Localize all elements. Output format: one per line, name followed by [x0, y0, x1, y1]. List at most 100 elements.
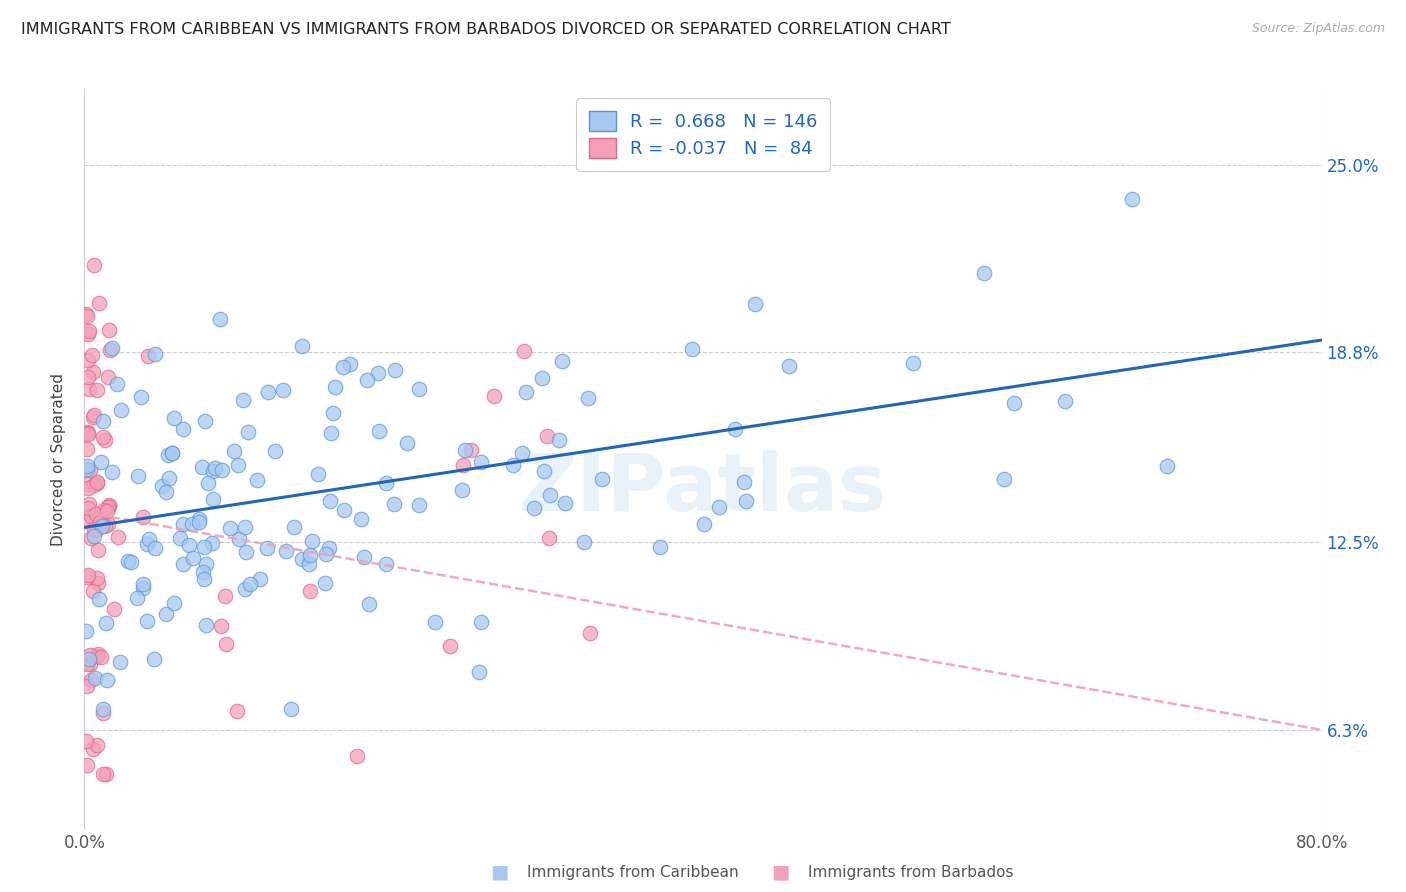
Point — [408, 498, 430, 512]
Point — [101, 341, 124, 355]
Point — [75, 514, 97, 528]
Point — [194, 558, 217, 572]
Point — [301, 534, 323, 549]
Point — [135, 614, 157, 628]
Point — [228, 458, 250, 473]
Point — [93, 519, 115, 533]
Point — [86, 475, 108, 490]
Point — [291, 339, 314, 353]
Point — [209, 311, 232, 326]
Point — [318, 541, 340, 555]
Point — [86, 649, 108, 664]
Point — [77, 426, 100, 441]
Point — [353, 549, 375, 564]
Point — [83, 258, 105, 272]
Point — [239, 576, 262, 591]
Point — [86, 738, 108, 752]
Point — [333, 502, 356, 516]
Point — [98, 343, 121, 358]
Point — [96, 673, 118, 687]
Point — [179, 538, 201, 552]
Point — [375, 476, 398, 491]
Point — [90, 519, 112, 533]
Point — [451, 458, 474, 472]
Point — [228, 533, 250, 547]
Point — [77, 383, 100, 397]
Point — [76, 570, 98, 584]
Point — [76, 482, 98, 496]
Point — [214, 590, 236, 604]
Point — [290, 551, 312, 566]
Point — [82, 410, 104, 425]
Point — [973, 266, 995, 280]
Point — [105, 377, 128, 392]
Point — [1121, 192, 1143, 206]
Point — [76, 326, 98, 341]
Text: ZIPatlas: ZIPatlas — [519, 450, 887, 528]
Point — [117, 553, 139, 567]
Point — [76, 679, 98, 693]
Point — [470, 455, 492, 469]
Point — [86, 383, 108, 397]
Point — [160, 446, 183, 460]
Point — [513, 343, 536, 358]
Point — [143, 347, 166, 361]
Point — [735, 494, 758, 508]
Point — [744, 297, 766, 311]
Text: IMMIGRANTS FROM CARIBBEAN VS IMMIGRANTS FROM BARBADOS DIVORCED OR SEPARATED CORR: IMMIGRANTS FROM CARIBBEAN VS IMMIGRANTS … — [21, 22, 950, 37]
Point — [131, 510, 153, 524]
Point — [235, 544, 257, 558]
Point — [536, 429, 558, 443]
Point — [193, 572, 215, 586]
Point — [384, 363, 406, 377]
Point — [235, 520, 257, 534]
Point — [533, 464, 555, 478]
Point — [193, 540, 215, 554]
Point — [538, 532, 561, 546]
Point — [80, 532, 103, 546]
Point — [903, 355, 925, 369]
Point — [357, 597, 380, 611]
Point — [502, 458, 524, 472]
Point — [374, 557, 396, 571]
Point — [169, 532, 191, 546]
Point — [482, 388, 505, 402]
Point — [87, 576, 110, 591]
Point — [142, 652, 165, 666]
Point — [97, 500, 120, 515]
Point — [350, 512, 373, 526]
Point — [510, 446, 533, 460]
Point — [993, 472, 1015, 486]
Point — [83, 409, 105, 423]
Point — [83, 671, 105, 685]
Point — [218, 521, 240, 535]
Point — [339, 357, 361, 371]
Point — [89, 296, 111, 310]
Point — [138, 532, 160, 546]
Point — [299, 583, 322, 598]
Point — [648, 540, 671, 554]
Point — [76, 442, 98, 456]
Point — [79, 648, 101, 662]
Point — [314, 575, 336, 590]
Point — [1004, 396, 1026, 410]
Point — [356, 373, 378, 387]
Point — [76, 309, 98, 323]
Point — [131, 390, 153, 404]
Point — [724, 422, 747, 436]
Point — [319, 426, 342, 441]
Point — [83, 478, 105, 492]
Point — [468, 665, 491, 680]
Point — [576, 391, 599, 405]
Point — [322, 406, 344, 420]
Point — [1156, 458, 1178, 473]
Point — [97, 498, 120, 512]
Point — [180, 517, 202, 532]
Point — [79, 509, 101, 524]
Point — [90, 455, 112, 469]
Point — [187, 515, 209, 529]
Point — [173, 422, 195, 436]
Point — [75, 624, 97, 638]
Point — [548, 433, 571, 447]
Point — [531, 371, 554, 385]
